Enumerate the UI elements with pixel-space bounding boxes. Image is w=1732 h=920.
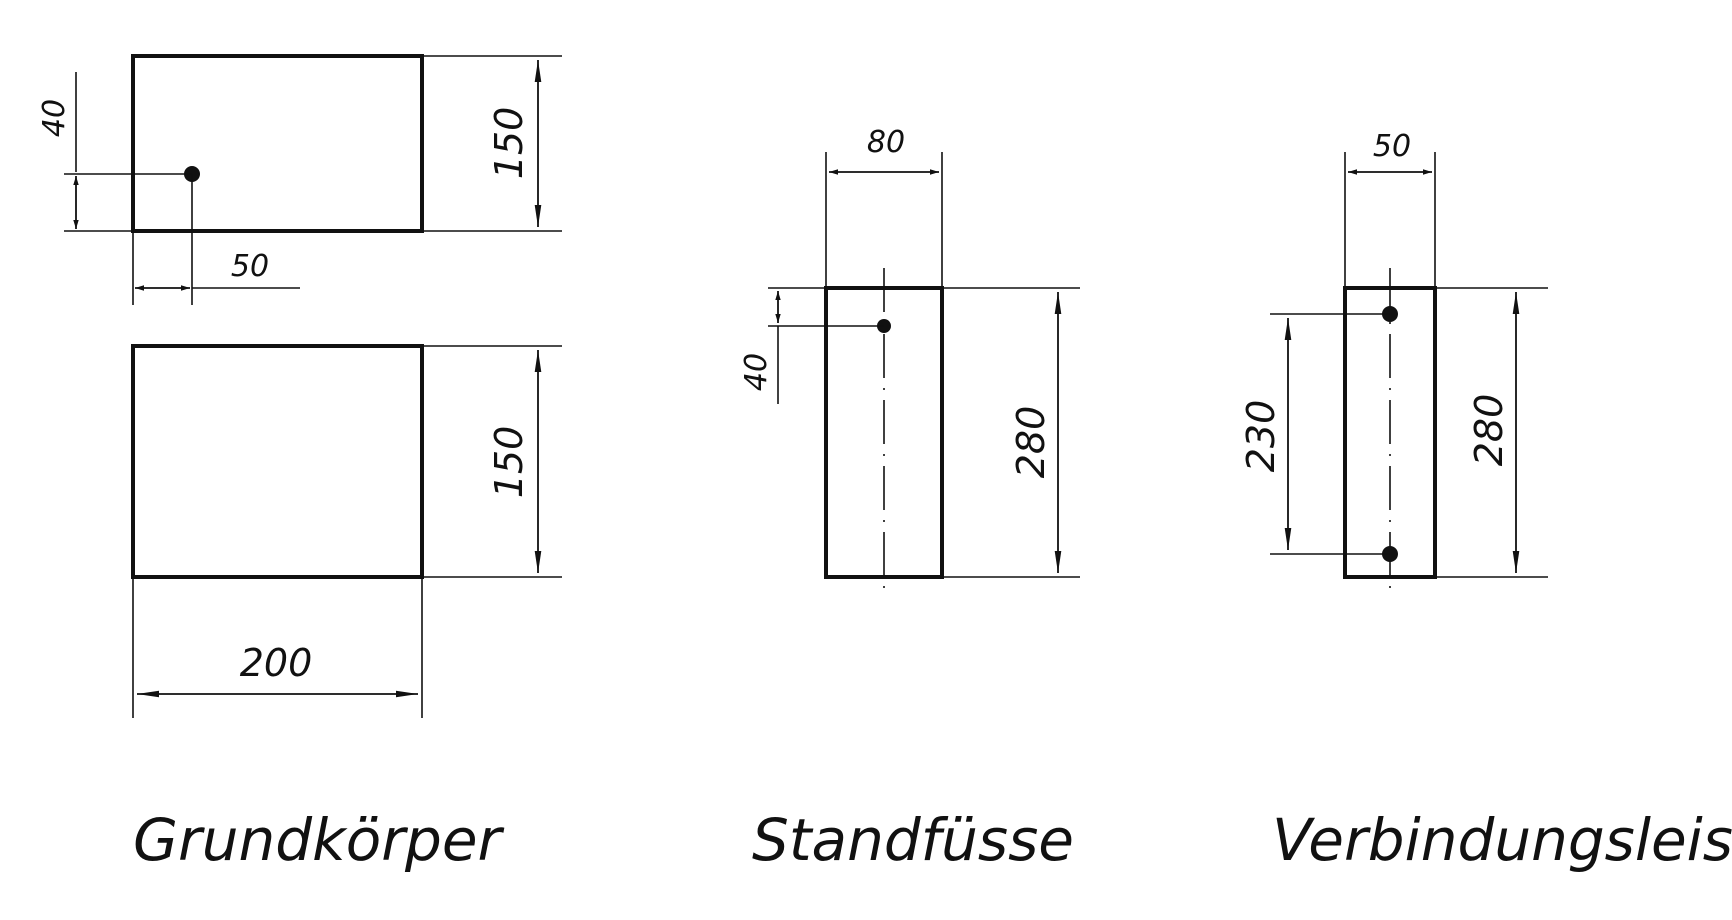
grundkoerper-front-view: 150 200 <box>131 344 562 718</box>
grundkoerper-top-outline <box>131 54 424 233</box>
verbindungsleisten-caption: Verbindungsleisten <box>1272 806 1732 874</box>
grundkoerper-top-height-label: 150 <box>487 107 531 180</box>
grundkoerper-front-height-label: 150 <box>487 426 531 499</box>
verbindungsleisten-group: 50 280 230 Verbindungsleisten <box>1239 129 1732 874</box>
grundkoerper-top-view: 150 40 50 <box>37 54 562 305</box>
standfuesse-hole-label: 40 <box>739 353 774 391</box>
standfuesse-group: 80 280 40 Standfüsse <box>739 125 1080 874</box>
grundkoerper-front-outline <box>131 344 424 579</box>
standfuesse-height-label: 280 <box>1009 406 1053 479</box>
grundkoerper-hole-x-label: 50 <box>231 249 269 284</box>
grundkoerper-group: 150 40 50 150 200 <box>37 54 562 874</box>
standfuesse-caption: Standfüsse <box>752 806 1074 874</box>
grundkoerper-hole-y-label: 40 <box>37 99 72 137</box>
grundkoerper-caption: Grundkörper <box>133 806 505 874</box>
verbindungsleisten-width-label: 50 <box>1373 129 1411 164</box>
standfuesse-width-label: 80 <box>867 125 905 160</box>
grundkoerper-width-label: 200 <box>240 641 313 685</box>
verbindungsleisten-height-label: 280 <box>1467 394 1511 467</box>
verbindungsleisten-spacing-label: 230 <box>1239 400 1283 473</box>
